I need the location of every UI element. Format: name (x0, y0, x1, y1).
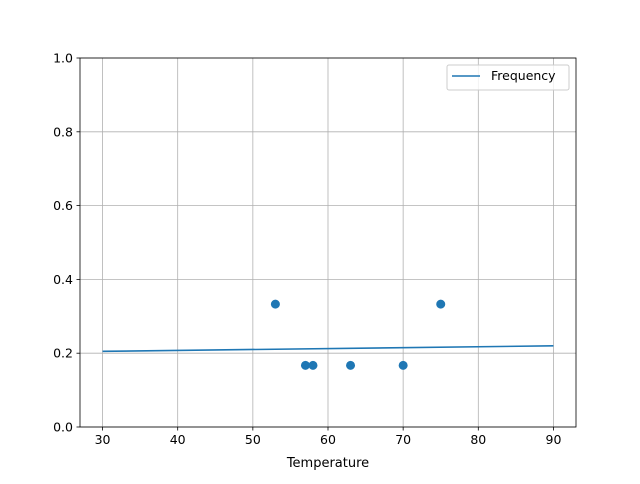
scatter-point (308, 360, 318, 370)
scatter-point (346, 360, 356, 370)
legend-box (446, 64, 570, 91)
scatter-point (270, 299, 280, 309)
marks (102, 299, 554, 370)
scatter-point (300, 360, 310, 370)
scatter-point (436, 299, 446, 309)
y-tick-label: 0.4 (53, 272, 73, 287)
y-tick-label: 0.2 (53, 346, 73, 361)
x-tick-label: 30 (95, 432, 111, 447)
legend-label: Frequency (491, 68, 556, 83)
x-tick-label: 70 (395, 432, 411, 447)
x-tick-label: 40 (170, 432, 186, 447)
x-axis-label: Temperature (286, 456, 369, 471)
y-tick-label: 0.8 (53, 124, 73, 139)
ticks: 30 40 50 60 70 80 90 0.0 0.2 0.4 0.6 0.8 1.0 (53, 51, 561, 448)
y-tick-label: 1.0 (53, 51, 73, 66)
frequency-line (102, 345, 554, 353)
x-tick-label: 50 (245, 432, 261, 447)
x-tick-label: 80 (470, 432, 486, 447)
y-tick-label: 0.0 (53, 420, 73, 435)
y-tick-label: 0.6 (53, 198, 73, 213)
legend[interactable]: Frequency (446, 64, 570, 91)
grid (80, 57, 576, 428)
scatter-point (398, 360, 408, 370)
x-tick-label: 90 (546, 432, 562, 447)
x-tick-label: 60 (320, 432, 336, 447)
